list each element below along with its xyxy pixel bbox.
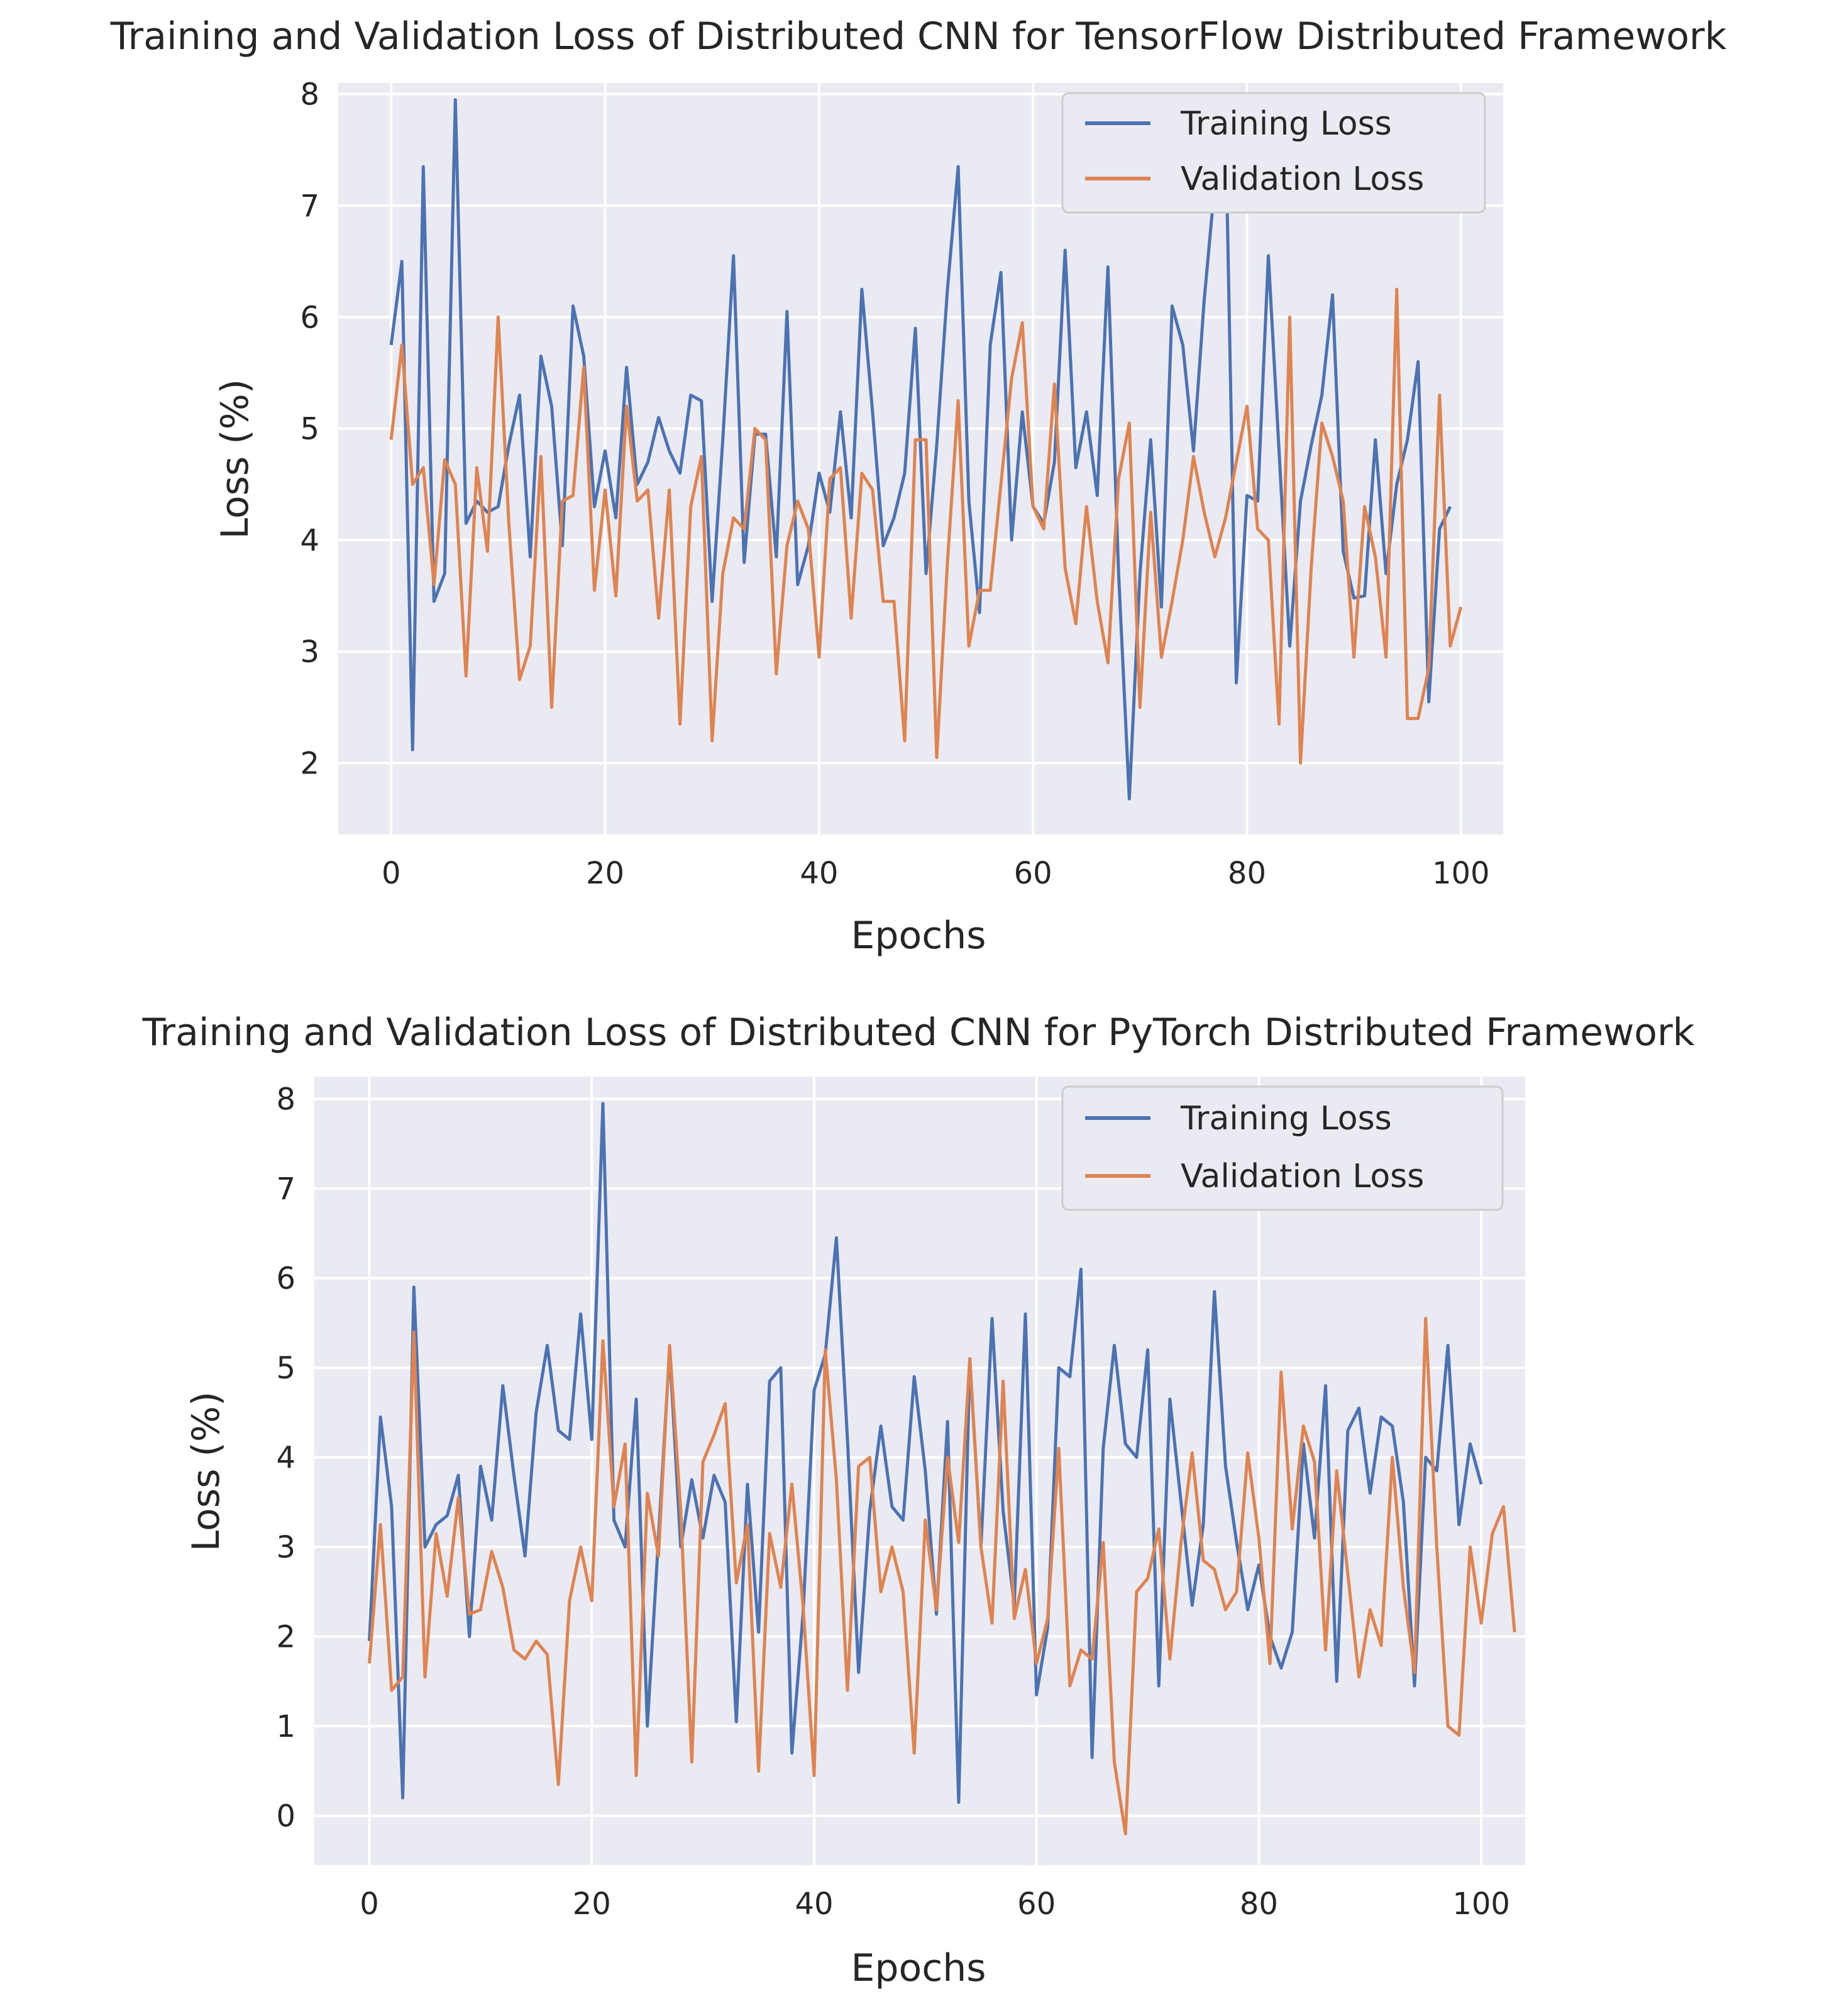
y-tick-labels: 2 3 4 5 6 7 8 xyxy=(300,77,319,782)
y-tick-label: 7 xyxy=(300,189,319,224)
y-tick-label: 6 xyxy=(300,300,319,335)
legend: Training Loss Validation Loss xyxy=(1061,92,1486,214)
y-tick-label: 4 xyxy=(300,523,319,558)
y-axis-label: Loss (%) xyxy=(184,1392,228,1552)
x-tick-label: 20 xyxy=(573,1886,611,1922)
x-tick-label: 20 xyxy=(586,856,624,891)
y-tick-label: 7 xyxy=(276,1171,295,1207)
line-validation-loss xyxy=(368,1317,1516,1836)
x-axis-label: Epochs xyxy=(851,1946,986,1990)
series-lines xyxy=(368,1102,1516,1836)
chart-title: Training and Validation Loss of Distribu… xyxy=(110,14,1727,58)
legend-label-validation: Validation Loss xyxy=(1181,160,1424,198)
y-tick-label: 1 xyxy=(276,1709,295,1744)
line-training-loss xyxy=(368,1102,1483,1804)
x-tick-label: 100 xyxy=(1452,1886,1510,1922)
x-tick-label: 60 xyxy=(1014,856,1052,891)
chart-tensorflow: Training and Validation Loss of Distribu… xyxy=(110,14,1727,958)
x-tick-labels: 0 20 40 60 80 100 xyxy=(360,1886,1510,1922)
y-tick-labels: 0 1 2 3 4 5 6 7 8 xyxy=(276,1082,295,1834)
chart-pytorch: Training and Validation Loss of Distribu… xyxy=(142,1011,1695,1990)
x-tick-label: 0 xyxy=(382,856,401,891)
series-lines xyxy=(389,98,1463,800)
y-tick-label: 2 xyxy=(300,746,319,782)
legend: Training Loss Validation Loss xyxy=(1061,1085,1504,1211)
line-training-loss xyxy=(389,98,1452,800)
x-tick-label: 40 xyxy=(795,1886,833,1922)
line-validation-loss xyxy=(389,287,1463,765)
legend-label-training: Training Loss xyxy=(1180,105,1392,143)
y-tick-label: 8 xyxy=(276,1082,295,1117)
y-axis-label: Loss (%) xyxy=(213,379,257,540)
x-tick-label: 40 xyxy=(800,856,838,891)
x-tick-label: 60 xyxy=(1017,1886,1056,1922)
x-axis-label: Epochs xyxy=(851,914,986,958)
y-tick-label: 8 xyxy=(300,77,319,113)
y-tick-label: 2 xyxy=(276,1620,295,1655)
x-tick-labels: 0 20 40 60 80 100 xyxy=(382,856,1490,891)
chart-title: Training and Validation Loss of Distribu… xyxy=(142,1011,1695,1055)
x-tick-label: 100 xyxy=(1432,856,1490,891)
y-tick-label: 3 xyxy=(300,634,319,670)
y-tick-label: 0 xyxy=(276,1799,295,1834)
y-tick-label: 4 xyxy=(276,1441,295,1476)
legend-box xyxy=(1061,92,1486,214)
x-tick-label: 80 xyxy=(1228,856,1266,891)
y-tick-label: 6 xyxy=(276,1261,295,1297)
y-tick-label: 5 xyxy=(276,1351,295,1386)
x-tick-label: 80 xyxy=(1240,1886,1278,1922)
y-tick-label: 3 xyxy=(276,1530,295,1565)
x-tick-label: 0 xyxy=(360,1886,379,1922)
legend-label-validation: Validation Loss xyxy=(1181,1158,1424,1195)
legend-box xyxy=(1061,1085,1504,1211)
y-tick-label: 5 xyxy=(300,412,319,447)
legend-label-training: Training Loss xyxy=(1180,1100,1392,1138)
